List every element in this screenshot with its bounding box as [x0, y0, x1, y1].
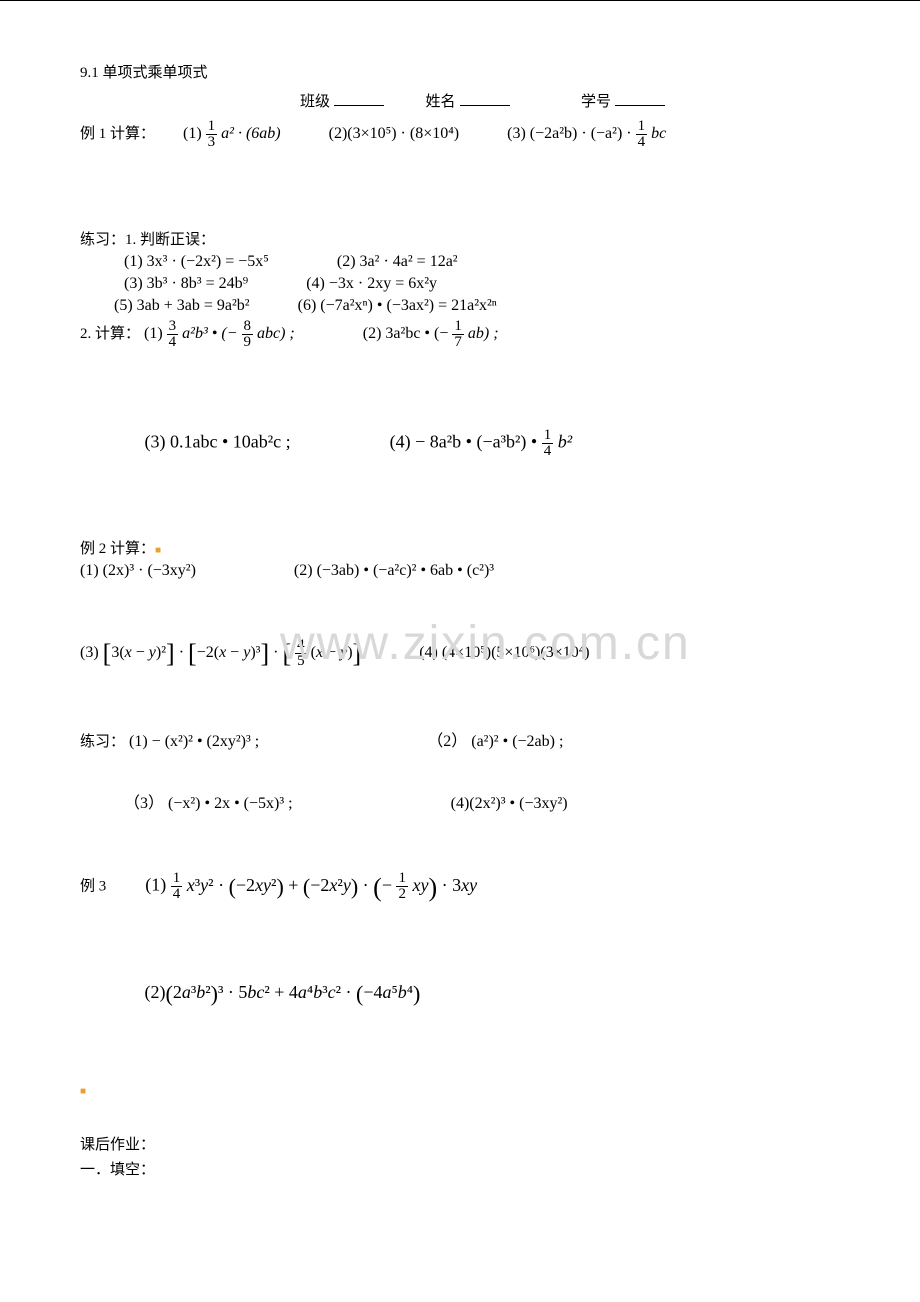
c2-p4a: (4) − 8a²b • (−a³b²) • [390, 432, 538, 452]
c2-p3: (3) 0.1abc • 10ab²c ; [145, 432, 291, 452]
p2-label: 练习： [80, 734, 125, 750]
ex2-p4: (4) (4×10⁵)(5×10⁶)(3×10⁴) [419, 644, 589, 661]
homework-1: 课后作业： [80, 1133, 840, 1154]
id-label: 学号 [581, 94, 611, 110]
p1-r1b: (2) 3a² · 4a² = 12a² [337, 253, 458, 270]
p1-r2a: (3) 3b³ · 8b³ = 24b⁹ [124, 275, 248, 292]
c2-p2b: ab) ; [468, 325, 499, 342]
c2-p2a: (2) 3a²bc • (− [363, 325, 449, 342]
ex2-p2: (2) (−3ab) • (−a²c)² • 6ab • (c²)³ [294, 562, 494, 579]
practice1-label: 练习：1. 判断正误： [80, 228, 840, 249]
practice2-row1: 练习： (1) − (x²)² • (2xy²)³ ; （2） (a²)² • … [80, 727, 840, 751]
ex3-p1a: (1) [145, 875, 166, 895]
section-title: 9.1 单项式乘单项式 [80, 61, 840, 82]
p1-r2b: (4) −3x · 2xy = 6x²y [306, 275, 437, 292]
p1-r1a: (1) 3x³ · (−2x²) = −5x⁵ [124, 253, 269, 270]
ex2-p1: (1) (2x)³ · (−3xy²) [80, 562, 196, 579]
orange-dot-icon: ■ [155, 545, 161, 556]
p1-r3b: (6) (−7a²xⁿ) • (−3ax²) = 21a²x²ⁿ [298, 297, 497, 314]
p2-p4: (4)(2x²)³ • (−3xy²) [451, 795, 568, 812]
c2-p1-mid: a²b³ • (− [182, 325, 237, 342]
calc2-label: 2. 计算： [80, 326, 140, 342]
name-label: 姓名 [426, 94, 456, 110]
homework-2: 一．填空： [80, 1158, 840, 1179]
ex3-p1b: x³y² · (−2xy²) + (−2x²y) · (− [187, 875, 392, 895]
ex2-p3a: (3) [3(x − y)²] · [−2(x − y)³] · [ [80, 644, 291, 661]
p2-p2: （2） (a²)² • (−2ab) ; [427, 733, 563, 750]
c2-p1-lead: (1) [144, 325, 167, 342]
ex1-p1-lead: (1) [183, 125, 202, 142]
class-label: 班级 [300, 94, 330, 110]
calc2-row1: 2. 计算： (1) 34 a²b³ • (− 89 abc) ; (2) 3a… [80, 319, 840, 350]
p2-p1: (1) − (x²)² • (2xy²)³ ; [129, 733, 259, 750]
p1-r3a: (5) 3ab + 3ab = 9a²b² [114, 297, 250, 314]
ex1-p2: (2)(3×10⁵) · (8×10⁴) [329, 125, 460, 142]
example-3-p2: (2)(2a³b²)³ · 5bc² + 4a⁴b³c² · (−4a⁵b⁴) [80, 981, 840, 1007]
ex1-label: 例 1 计算： [80, 126, 155, 142]
calc2-row2: (3) 0.1abc • 10ab²c ; (4) − 8a²b • (−a³b… [80, 428, 840, 459]
ex2-label: 例 2 计算：■ [80, 537, 840, 558]
orange-dot-icon-2: ■ [80, 1086, 86, 1097]
ex1-p3a: (3) (−2a²b) · (−a²) · [507, 125, 631, 142]
practice1-row3: (5) 3ab + 3ab = 9a²b² (6) (−7a²xⁿ) • (−3… [80, 297, 840, 315]
ex3-p1c: xy) · 3xy [412, 875, 477, 895]
c2-p4b: b² [558, 432, 572, 452]
ex1-p1-rest: a² · (6ab) [221, 125, 280, 142]
c2-p1-end: abc) ; [257, 325, 295, 342]
practice2-row2: （3） (−x²) • 2x • (−5x)³ ; (4)(2x²)³ • (−… [80, 789, 840, 813]
p2-p3: （3） (−x²) • 2x • (−5x)³ ; [124, 795, 293, 812]
example-1: 例 1 计算： (1) 13 a² · (6ab) (2)(3×10⁵) · (… [80, 119, 840, 150]
ex1-p3b: bc [651, 125, 666, 142]
ex3-label: 例 3 [80, 879, 106, 895]
ex2-row1: (1) (2x)³ · (−3xy²) (2) (−3ab) • (−a²c)²… [80, 562, 840, 580]
practice1-row1: (1) 3x³ · (−2x²) = −5x⁵ (2) 3a² · 4a² = … [80, 253, 840, 271]
ex2-row2: (3) [3(x − y)²] · [−2(x − y)³] · [ 45 (x… [80, 638, 840, 669]
practice1-row2: (3) 3b³ · 8b³ = 24b⁹ (4) −3x · 2xy = 6x²… [80, 275, 840, 293]
ex3-p2: (2)(2a³b²)³ · 5bc² + 4a⁴b³c² · (−4a⁵b⁴) [145, 982, 421, 1002]
example-3-p1: 例 3 (1) 14 x³y² · (−2xy²) + (−2x²y) · (−… [80, 871, 840, 903]
ex2-p3b: (x − y)] [311, 644, 362, 661]
student-header: 班级 姓名 学号 [300, 90, 840, 111]
